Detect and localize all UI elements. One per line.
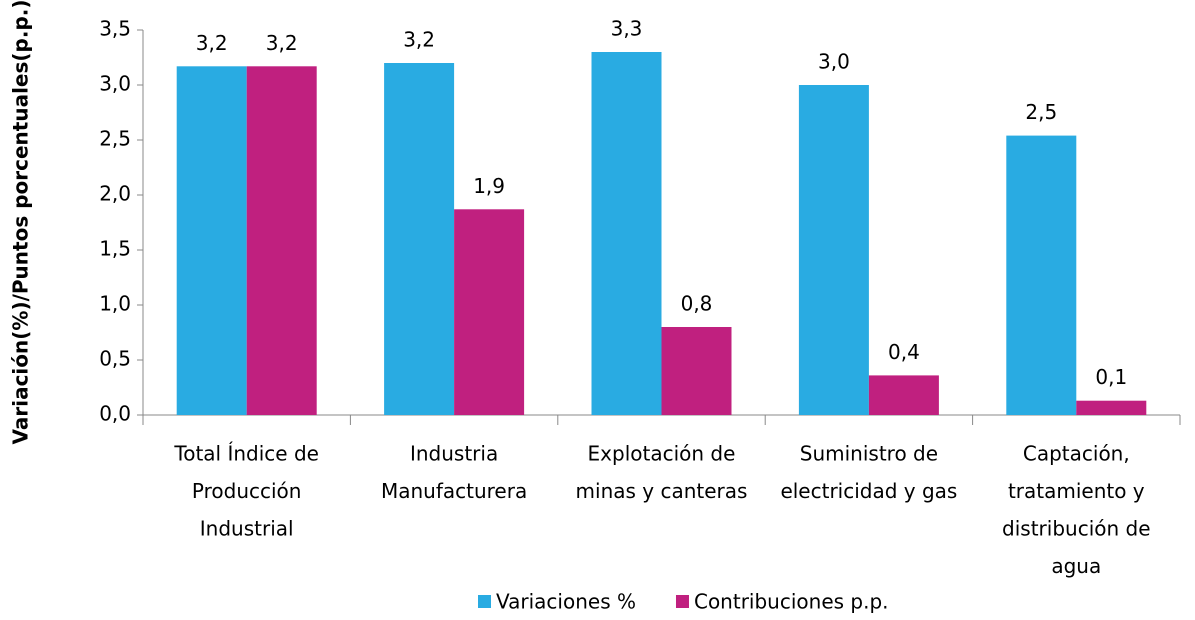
bar	[1076, 400, 1147, 415]
bar	[384, 63, 455, 415]
value-label: 0,8	[681, 292, 713, 316]
y-tick-label: 1,0	[99, 292, 131, 316]
y-tick-label: 3,5	[99, 17, 131, 41]
y-tick-label: 3,0	[99, 72, 131, 96]
x-tick-label: distribución de	[1002, 517, 1151, 541]
bar	[246, 66, 317, 416]
legend-label: Contribuciones p.p.	[694, 590, 889, 614]
value-label: 3,3	[611, 17, 643, 41]
value-label: 3,2	[266, 31, 298, 55]
x-tick-label: agua	[1051, 554, 1101, 578]
y-tick-label: 2,5	[99, 127, 131, 151]
value-label: 3,2	[403, 28, 435, 52]
x-tick-label: Manufacturera	[381, 479, 527, 503]
y-axis-label: Variación(%)/Puntos porcentuales(p.p.)	[9, 0, 33, 445]
x-tick-label: Explotación de	[588, 442, 736, 466]
y-tick-label: 0,0	[99, 402, 131, 426]
value-label: 0,4	[888, 340, 920, 364]
bar	[661, 327, 732, 415]
legend-label: Variaciones %	[496, 590, 636, 614]
value-label: 0,1	[1095, 365, 1127, 389]
x-tick-label: Suministro de	[800, 442, 938, 466]
bar	[798, 85, 869, 415]
bar	[868, 375, 939, 415]
bar	[176, 66, 247, 416]
y-tick-label: 2,0	[99, 182, 131, 206]
y-tick-label: 0,5	[99, 347, 131, 371]
x-tick-label: Captación,	[1023, 442, 1130, 466]
value-label: 1,9	[473, 174, 505, 198]
x-tick-label: minas y canteras	[576, 479, 748, 503]
legend-swatch	[478, 595, 491, 608]
x-tick-label: Industria	[410, 442, 498, 466]
x-tick-label: Total Índice de	[173, 442, 319, 466]
x-tick-label: tratamiento y	[1008, 479, 1145, 503]
bar	[1006, 135, 1077, 415]
x-tick-label: Producción	[192, 479, 302, 503]
bar	[591, 52, 662, 415]
legend-swatch	[675, 595, 689, 608]
bar	[454, 209, 525, 415]
y-tick-label: 1,5	[99, 237, 131, 261]
value-label: 3,0	[818, 50, 850, 74]
value-label: 3,2	[196, 31, 228, 55]
x-tick-label: Industrial	[200, 517, 294, 541]
value-label: 2,5	[1025, 100, 1057, 124]
x-tick-label: electricidad y gas	[780, 479, 957, 503]
